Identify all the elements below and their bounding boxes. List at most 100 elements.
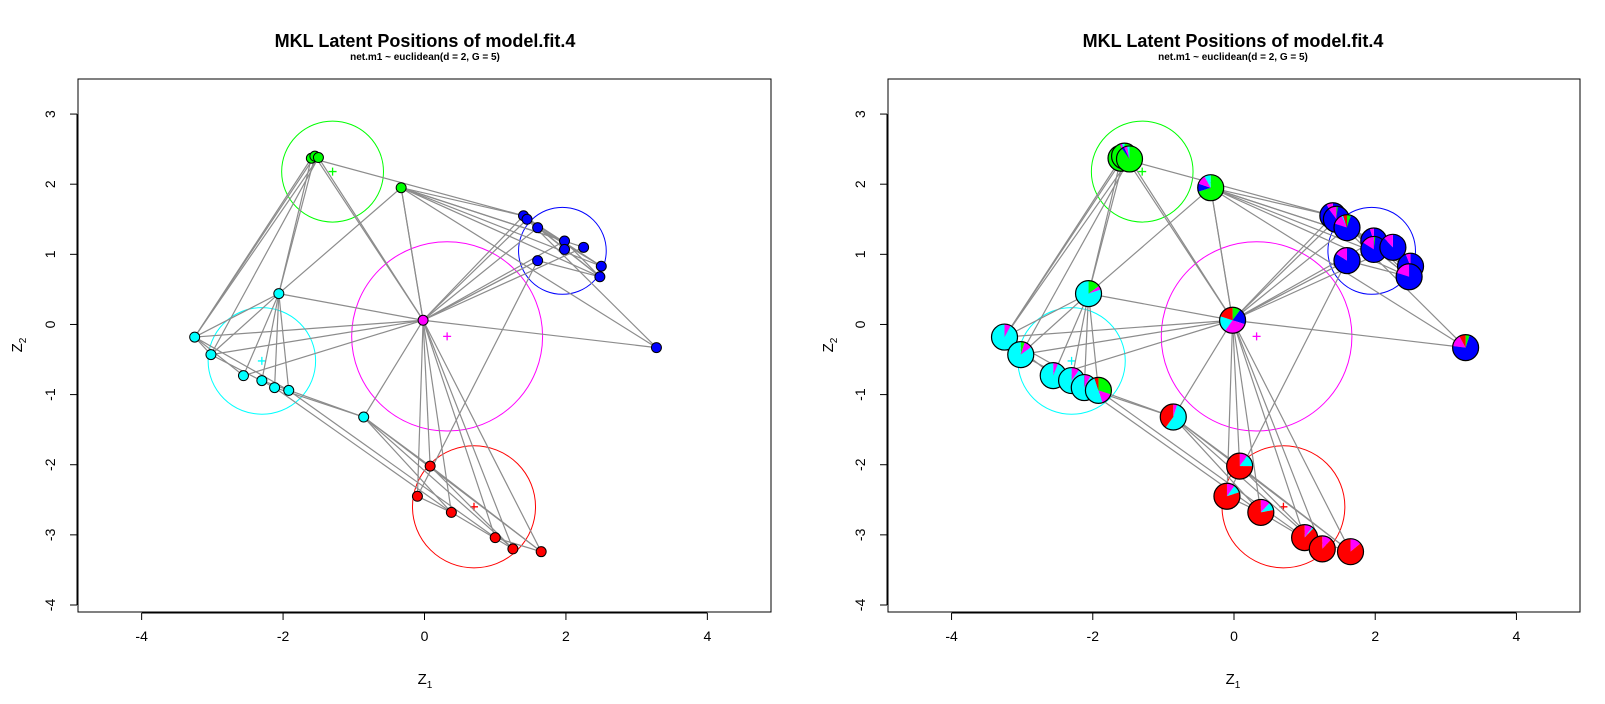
network-node: [283, 384, 295, 396]
pie-slice: [1304, 527, 1314, 538]
network-edge: [1232, 320, 1306, 538]
network-node-pie: [1074, 280, 1103, 308]
network-node: [205, 349, 217, 361]
y-tick-label: -1: [42, 388, 58, 401]
network-edge: [1004, 293, 1089, 338]
cluster-center-marker: [1067, 356, 1076, 365]
pie-slice: [1020, 342, 1032, 355]
network-node: [189, 331, 201, 343]
pie-slice: [1098, 390, 1111, 403]
x-tick-label: 0: [1230, 628, 1238, 644]
network-edge: [210, 157, 319, 355]
pie-slice: [1007, 341, 1034, 368]
network-edge: [422, 227, 539, 321]
network-edge: [1087, 293, 1100, 391]
network-node-pie: [1115, 145, 1144, 173]
network-edge: [274, 387, 452, 513]
x-axis-label: Z1: [1226, 671, 1241, 691]
pie-outline: [1333, 214, 1361, 242]
y-tick-label: 3: [42, 110, 58, 118]
cluster-circle: [1327, 206, 1416, 295]
network-node-pie: [1007, 341, 1035, 369]
network-node: [578, 241, 590, 253]
pie-slice: [1350, 538, 1361, 552]
pie-slice: [1127, 145, 1130, 159]
pie-slice: [1379, 234, 1406, 261]
pie-slice: [1232, 307, 1241, 321]
x-axis-label-main: Z: [418, 671, 427, 688]
pie-slice: [1346, 214, 1351, 228]
network-edge: [1231, 320, 1241, 467]
pie-outline: [1084, 376, 1113, 404]
pie-slice: [1226, 483, 1235, 497]
network-edge: [1232, 319, 1352, 552]
pie-slice: [1226, 485, 1240, 497]
network-edge: [1232, 320, 1323, 550]
network-edge: [1088, 187, 1212, 295]
network-edge: [1071, 293, 1090, 381]
y-tick-label: 2: [42, 180, 58, 188]
network-node: [535, 546, 547, 558]
pie-slice: [1226, 453, 1253, 480]
y-axis-label-main: Z: [820, 343, 837, 352]
x-tick-label: -2: [277, 628, 290, 644]
y-tick-label: 3: [852, 110, 868, 118]
pie-outline: [1074, 280, 1103, 308]
network-edge: [243, 319, 424, 377]
pie-slice: [1198, 174, 1224, 201]
pie-slice: [1396, 263, 1410, 277]
pie-slice: [1088, 285, 1101, 294]
x-axis-label-subscript: 1: [1235, 680, 1241, 691]
network-node: [559, 243, 571, 255]
network-node-pie: [1226, 452, 1254, 480]
pie-slice: [1232, 309, 1246, 325]
y-tick-label: -4: [852, 599, 868, 612]
network-edge: [417, 495, 452, 513]
plot-area-frame: [887, 78, 1581, 613]
network-edge: [422, 320, 496, 538]
network-edge: [278, 293, 290, 391]
pie-slice: [1121, 147, 1130, 159]
network-node-pie: [1213, 482, 1241, 510]
cluster-center-marker: [443, 332, 452, 341]
network-edge: [422, 218, 528, 321]
pie-outline: [990, 323, 1019, 351]
network-node-pie: [1084, 376, 1113, 404]
pie-slice: [1071, 367, 1080, 381]
network-node: [532, 222, 544, 234]
pie-slice: [1465, 334, 1470, 348]
plot-area-frame: [77, 78, 772, 613]
pie-slice: [1396, 263, 1423, 290]
network-edge: [1128, 158, 1234, 321]
x-tick-label: 0: [421, 628, 429, 644]
pie-slice: [1224, 320, 1245, 334]
pie-slice: [1260, 499, 1270, 513]
network-node-pie: [1197, 174, 1225, 202]
network-edge: [194, 157, 319, 338]
network-edge: [526, 218, 657, 349]
y-tick-label: 2: [852, 180, 868, 188]
pie-slice: [1260, 502, 1274, 513]
network-edge: [1020, 319, 1233, 356]
network-edge: [210, 293, 280, 356]
network-edge: [317, 157, 424, 321]
pie-slice: [1094, 377, 1099, 391]
x-tick-label: -2: [1087, 628, 1100, 644]
network-edge: [401, 187, 524, 217]
network-edge: [422, 215, 524, 321]
network-edge: [400, 187, 657, 349]
network-edge: [416, 320, 424, 497]
pie-slice: [1197, 183, 1211, 192]
network-edge: [194, 336, 244, 377]
network-edge: [400, 187, 601, 278]
pie-slice: [1322, 535, 1332, 549]
network-edge: [429, 465, 542, 553]
pie-slice: [1165, 404, 1187, 431]
y-tick-label: -1: [852, 388, 868, 401]
network-node: [312, 152, 324, 164]
pie-slice: [1336, 206, 1339, 220]
network-edge: [363, 416, 452, 513]
network-edge: [1004, 155, 1126, 338]
y-axis-label-subscript: 2: [18, 337, 29, 343]
network-node: [256, 375, 268, 387]
